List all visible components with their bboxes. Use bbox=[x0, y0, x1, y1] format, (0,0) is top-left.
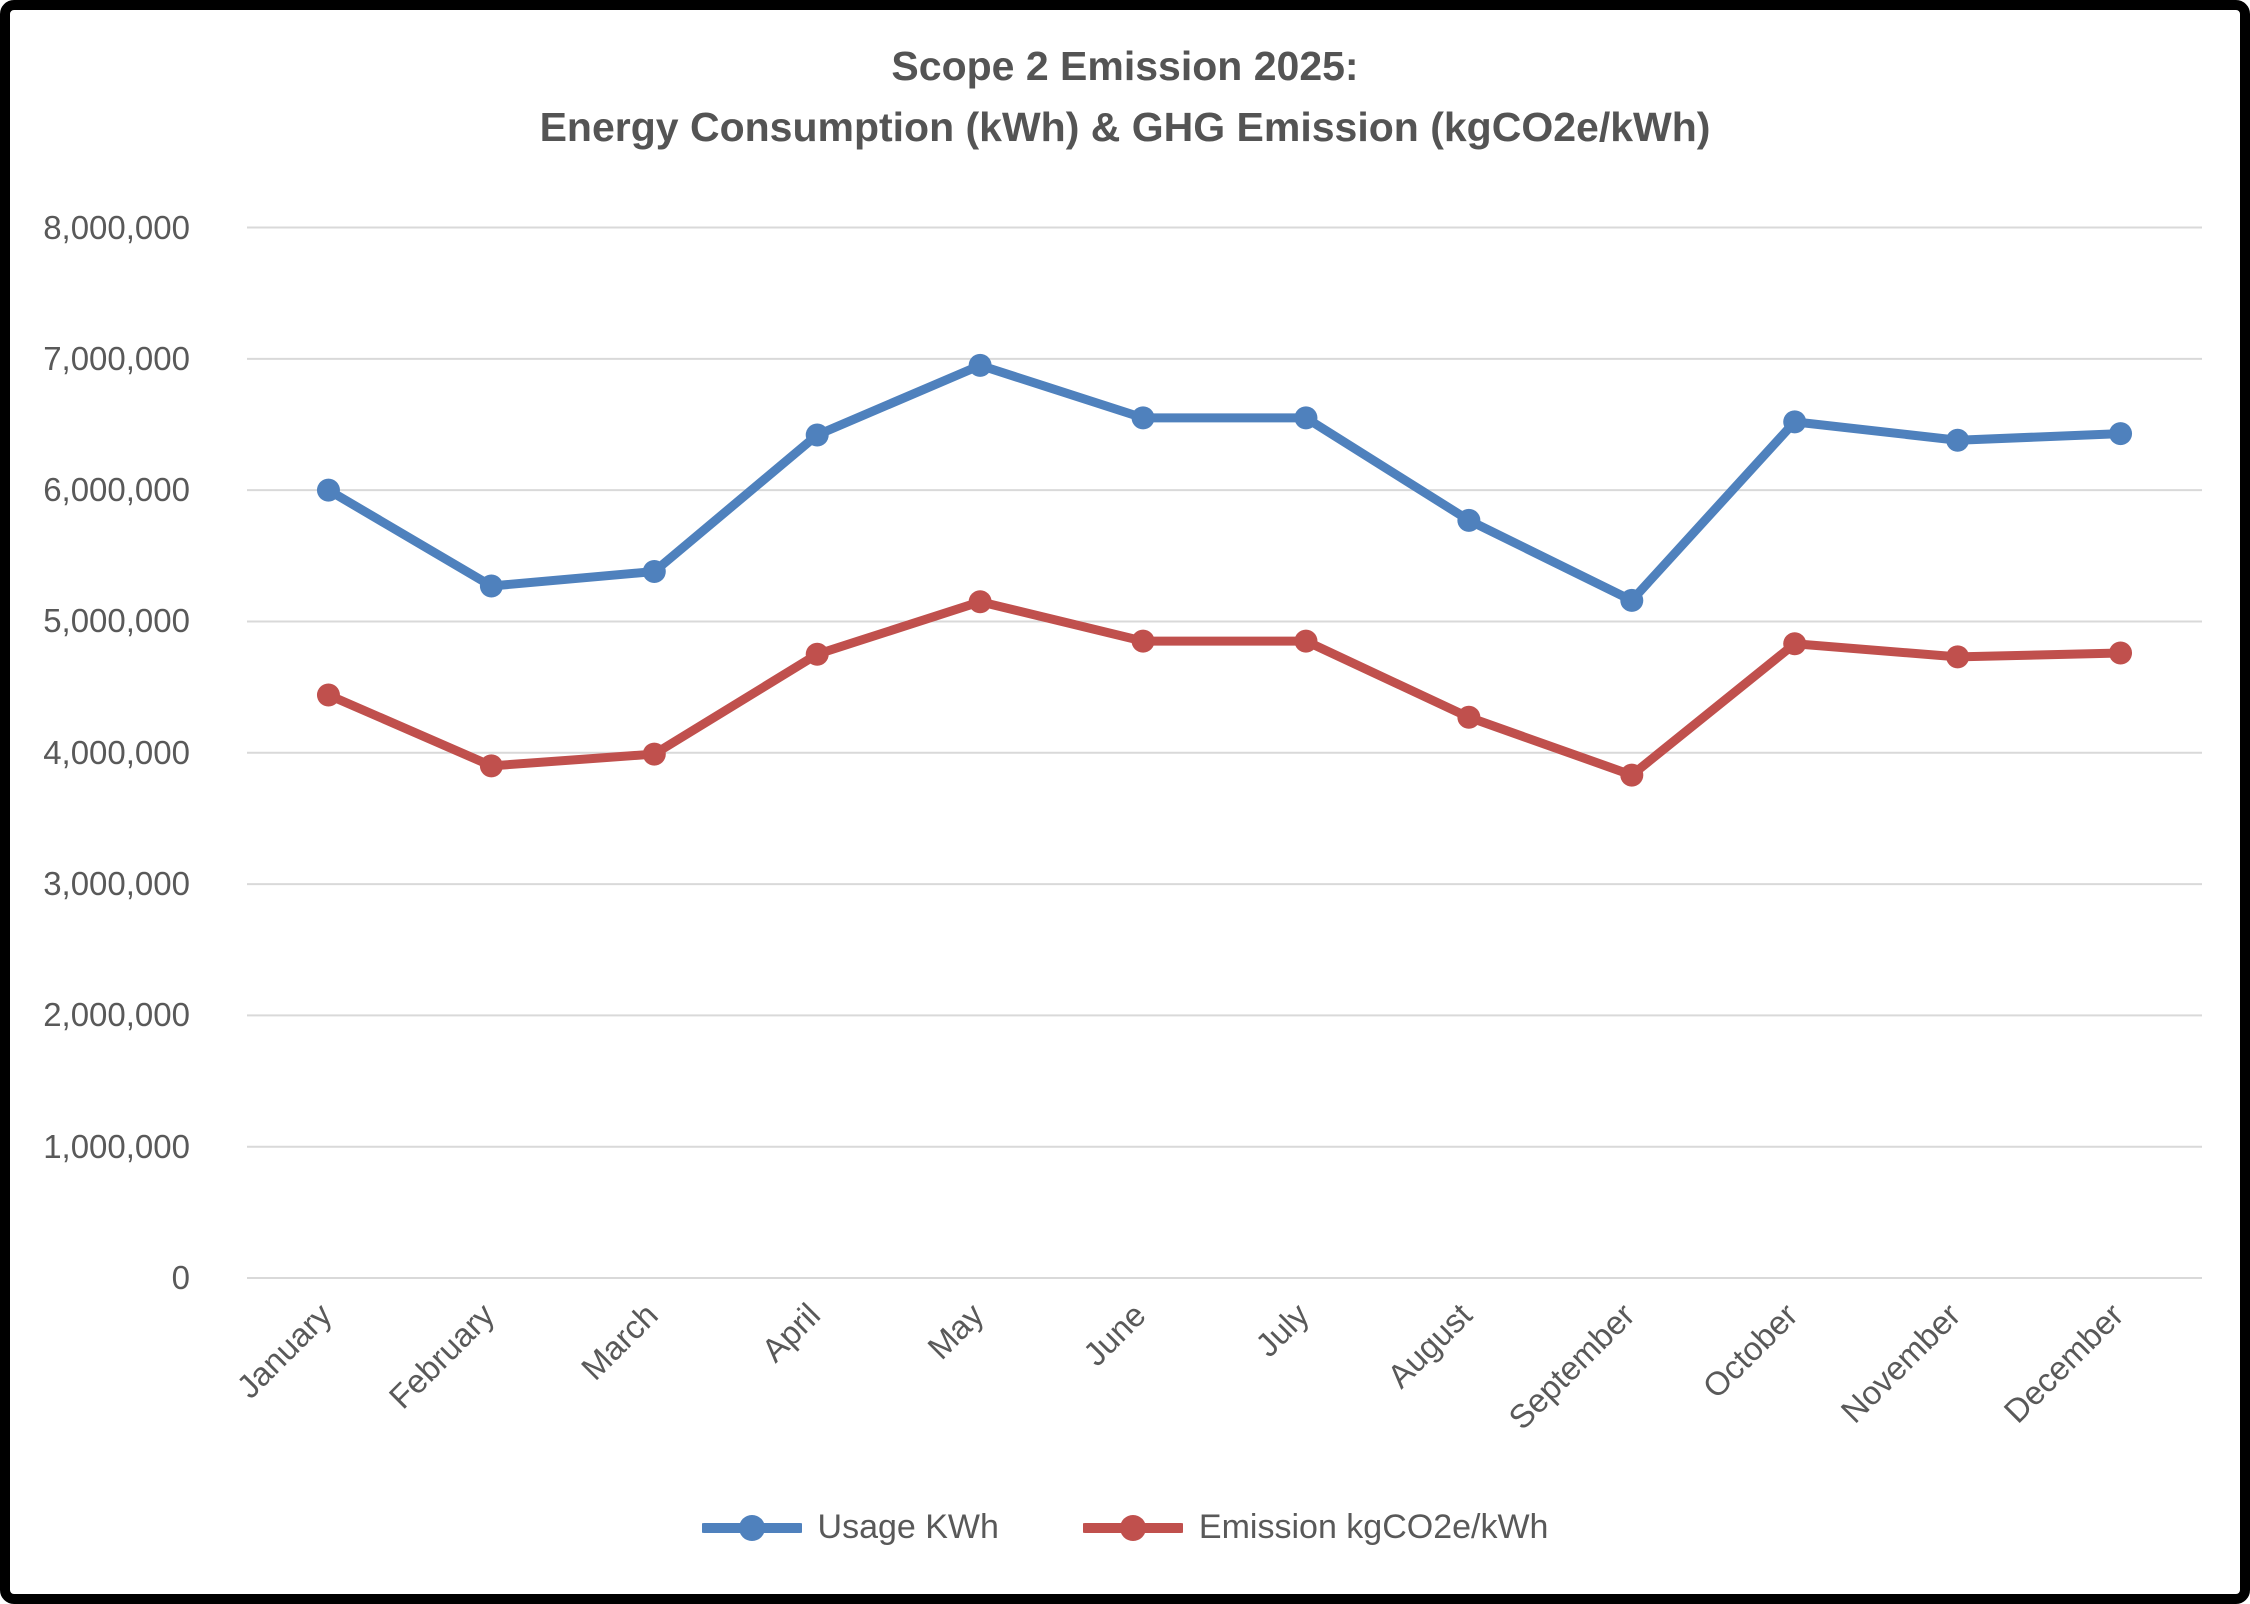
legend-marker-icon bbox=[1119, 1514, 1146, 1541]
y-axis-tick-label: 4,000,000 bbox=[43, 733, 190, 771]
data-point-emission-kgco2e-kwh-august bbox=[1457, 705, 1481, 729]
series-line-usage-kwh bbox=[323, 360, 2126, 605]
legend: Usage KWh Emission kgCO2e/kWh bbox=[10, 1508, 2240, 1547]
y-axis-tick-label: 5,000,000 bbox=[43, 602, 190, 640]
data-point-emission-kgco2e-kwh-december bbox=[2109, 641, 2133, 665]
data-point-usage-kwh-september bbox=[1620, 588, 1644, 612]
data-point-usage-kwh-july bbox=[1294, 406, 1318, 430]
data-point-emission-kgco2e-kwh-july bbox=[1294, 629, 1318, 653]
legend-marker-icon bbox=[738, 1514, 765, 1541]
y-axis-tick-label: 8,000,000 bbox=[43, 208, 190, 246]
legend-item-usage-kwh: Usage KWh bbox=[701, 1508, 999, 1547]
y-axis-tick-label: 2,000,000 bbox=[43, 996, 190, 1034]
data-point-emission-kgco2e-kwh-march bbox=[642, 742, 666, 766]
data-point-emission-kgco2e-kwh-april bbox=[805, 642, 829, 666]
data-point-emission-kgco2e-kwh-may bbox=[968, 590, 992, 614]
data-point-emission-kgco2e-kwh-october bbox=[1783, 632, 1807, 656]
y-axis-tick-label: 3,000,000 bbox=[43, 865, 190, 903]
plot-area bbox=[247, 226, 2202, 1279]
y-axis-tick-label: 6,000,000 bbox=[43, 471, 190, 509]
legend-label-usage-kwh: Usage KWh bbox=[817, 1508, 999, 1546]
y-axis-tick-label: 1,000,000 bbox=[43, 1127, 190, 1165]
data-point-emission-kgco2e-kwh-june bbox=[1131, 629, 1155, 653]
series-line-emission-kgco2e-kwh bbox=[323, 597, 2126, 780]
data-point-usage-kwh-march bbox=[642, 560, 666, 584]
chart-title-line1: Scope 2 Emission 2025: bbox=[891, 43, 1359, 89]
data-point-emission-kgco2e-kwh-september bbox=[1620, 763, 1644, 787]
data-point-emission-kgco2e-kwh-february bbox=[479, 754, 503, 778]
data-point-emission-kgco2e-kwh-january bbox=[316, 683, 340, 707]
chart-title: Scope 2 Emission 2025: Energy Consumptio… bbox=[10, 36, 2240, 158]
y-axis-tick-label: 7,000,000 bbox=[43, 339, 190, 377]
data-point-emission-kgco2e-kwh-november bbox=[1946, 645, 1970, 669]
data-point-usage-kwh-november bbox=[1946, 428, 1970, 452]
data-point-usage-kwh-april bbox=[805, 423, 829, 447]
legend-swatch-emission-kgco2e-kwh-icon bbox=[1082, 1514, 1183, 1541]
data-point-usage-kwh-october bbox=[1783, 410, 1807, 434]
data-point-usage-kwh-june bbox=[1131, 406, 1155, 430]
data-point-usage-kwh-february bbox=[479, 574, 503, 598]
legend-item-emission-kgco2e-kwh: Emission kgCO2e/kWh bbox=[1082, 1508, 1549, 1547]
y-axis-tick-label: 0 bbox=[171, 1259, 190, 1296]
data-point-usage-kwh-may bbox=[968, 353, 992, 377]
legend-label-emission-kgco2e-kwh: Emission kgCO2e/kWh bbox=[1198, 1508, 1549, 1546]
data-point-usage-kwh-august bbox=[1457, 508, 1481, 532]
legend-swatch-usage-kwh-icon bbox=[701, 1514, 802, 1541]
data-point-usage-kwh-january bbox=[316, 478, 340, 502]
chart-title-line2: Energy Consumption (kWh) & GHG Emission … bbox=[539, 104, 1711, 150]
data-point-usage-kwh-december bbox=[2109, 422, 2133, 446]
